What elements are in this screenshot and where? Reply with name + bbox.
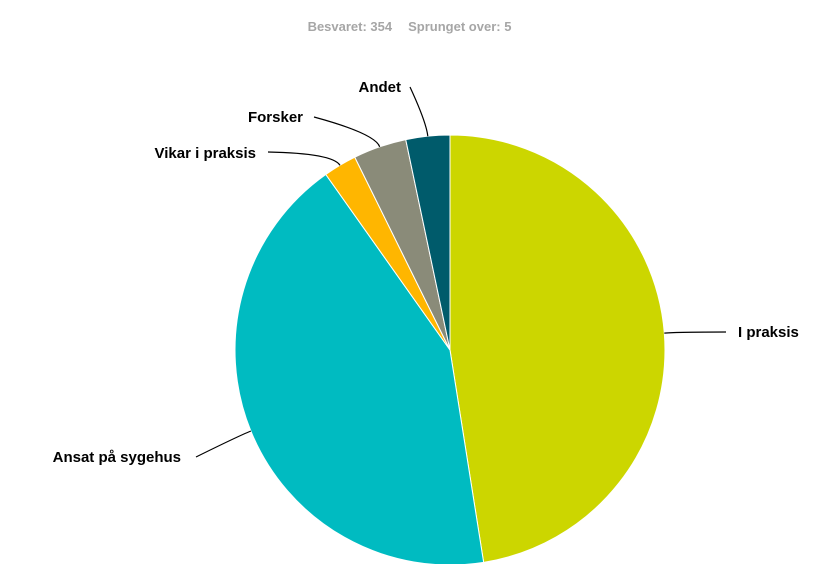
slice-label-andet: Andet xyxy=(359,79,402,96)
leader-lines xyxy=(195,86,727,458)
slice-label-forsker: Forsker xyxy=(248,109,303,126)
leader-line-ansat-pa-sygehus xyxy=(195,430,252,458)
pie-slices xyxy=(234,134,666,564)
leader-line-vikar-i-praksis xyxy=(267,151,341,166)
slice-label-ansat-pa-sygehus: Ansat på sygehus xyxy=(53,449,181,466)
answered-count: Besvaret: 354 xyxy=(307,19,393,34)
response-summary: Besvaret: 354 Sprunget over: 5 xyxy=(0,19,819,34)
leader-line-andet xyxy=(409,86,429,137)
slice-label-vikar-i-praksis: Vikar i praksis xyxy=(155,145,256,162)
leader-line-i-praksis xyxy=(664,331,727,334)
slice-label-i-praksis: I praksis xyxy=(738,324,799,341)
slice-labels: I praksis Ansat på sygehus Vikar i praksis… xyxy=(53,79,799,466)
skipped-count: Sprunget over: 5 xyxy=(408,19,512,34)
slice-i-praksis xyxy=(449,134,666,563)
leader-line-forsker xyxy=(313,116,381,148)
